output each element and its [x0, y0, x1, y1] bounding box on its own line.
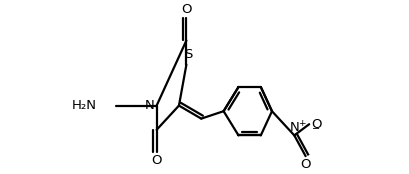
Text: O: O — [299, 158, 310, 171]
Text: S: S — [184, 48, 192, 61]
Text: −: − — [311, 124, 319, 134]
Text: O: O — [181, 3, 191, 16]
Text: N: N — [289, 121, 299, 133]
Text: O: O — [310, 118, 321, 131]
Text: +: + — [297, 119, 305, 128]
Text: N: N — [145, 99, 154, 112]
Text: O: O — [151, 154, 162, 167]
Text: H₂N: H₂N — [72, 99, 97, 112]
